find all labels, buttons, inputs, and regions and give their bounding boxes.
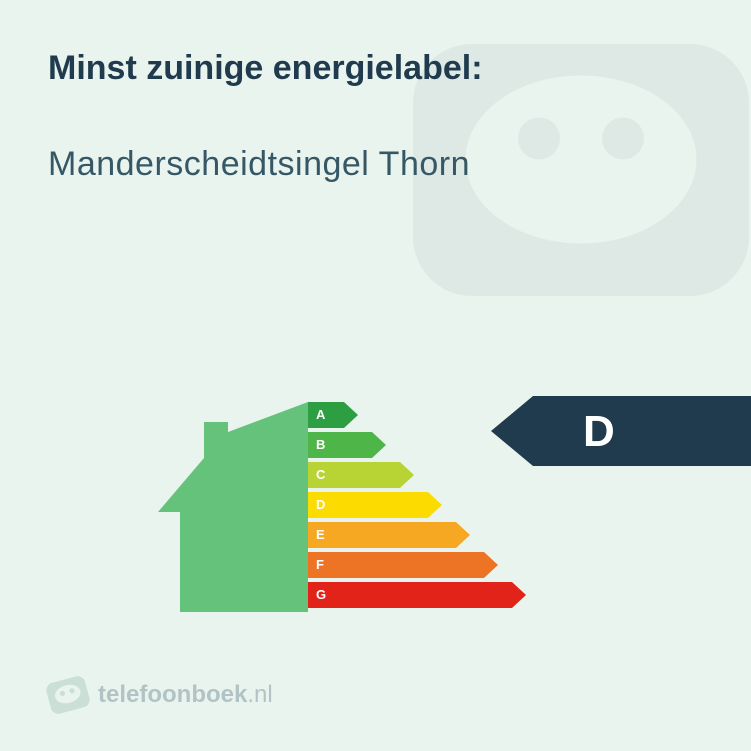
footer-brand-name: telefoonboek — [98, 681, 247, 708]
footer-brand: telefoonboek.nl — [98, 681, 273, 709]
energy-bar-label: E — [316, 522, 325, 548]
footer-brand-tld: .nl — [247, 681, 272, 708]
energy-bar-label: G — [316, 582, 326, 608]
energy-bar-label: A — [316, 402, 325, 428]
footer-logo-icon — [45, 674, 92, 715]
energy-bar-label: B — [316, 432, 325, 458]
page-title: Minst zuinige energielabel: — [48, 48, 703, 89]
footer: telefoonboek.nl — [48, 679, 273, 711]
energy-bar-label: C — [316, 462, 325, 488]
energy-bar-label: F — [316, 552, 324, 578]
rating-arrow: D — [491, 396, 751, 466]
page-subtitle: Manderscheidtsingel Thorn — [48, 145, 703, 184]
house-icon — [158, 402, 308, 612]
rating-letter: D — [583, 407, 615, 456]
energy-bar-label: D — [316, 492, 325, 518]
energy-label-chart: ABCDEFG D — [0, 372, 751, 622]
